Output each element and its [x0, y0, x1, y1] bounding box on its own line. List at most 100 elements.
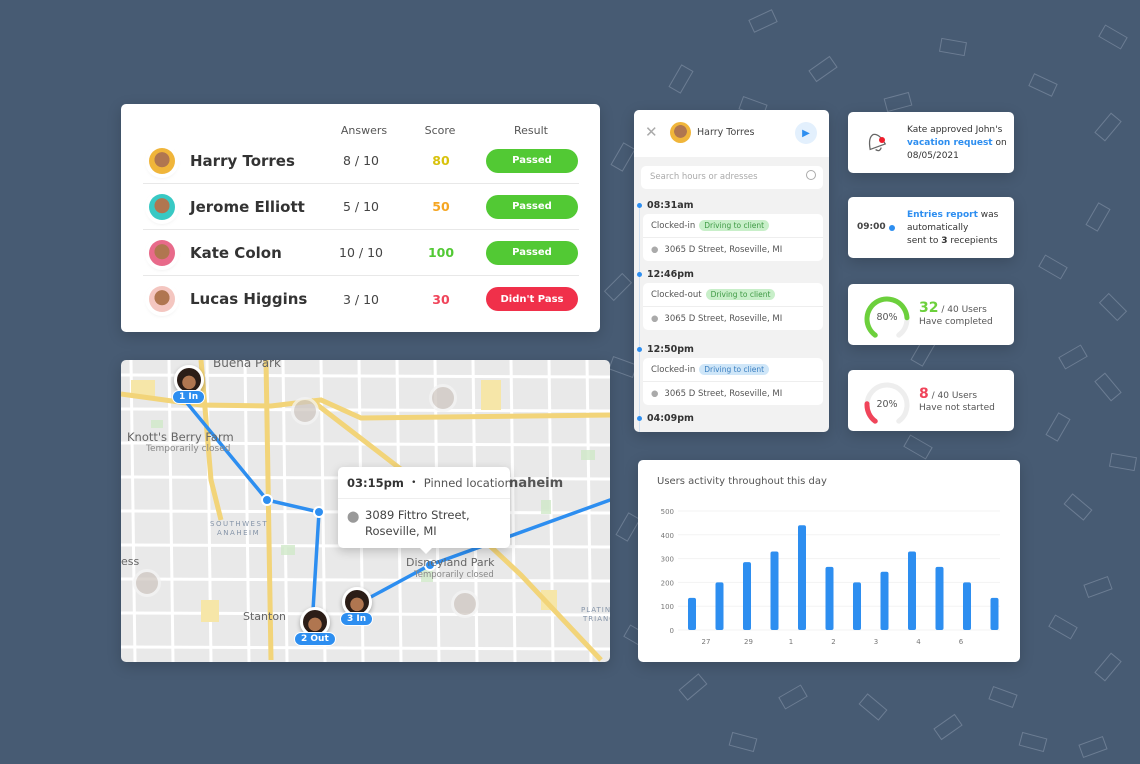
location-pin-icon: ●: [651, 313, 659, 324]
timeline-dot: [637, 416, 642, 421]
bar[interactable]: [963, 582, 971, 630]
map-label: Disneyland Park: [406, 556, 495, 569]
user-name: Harry Torres: [190, 151, 295, 170]
route-marker[interactable]: 1 In: [172, 365, 206, 404]
route-marker[interactable]: 2 Out: [294, 607, 336, 646]
decorative-shape: [1094, 652, 1122, 682]
status-dot: [889, 225, 895, 231]
route-marker[interactable]: 3 In: [340, 587, 374, 626]
header-result: Result: [514, 124, 548, 137]
timeline-entry[interactable]: Clocked-out Driving to client ● 3065 D Str…: [643, 283, 823, 330]
table-row: Kate Colon 10 / 10 100 Passed: [143, 230, 579, 276]
report-notification[interactable]: 09:00 Entries report was automatically s…: [848, 197, 1014, 258]
result-badge[interactable]: Passed: [486, 148, 578, 173]
search-input[interactable]: Search hours or adresses: [641, 166, 823, 189]
x-tick-label: 29: [744, 638, 753, 646]
user-name: Kate Colon: [190, 243, 282, 262]
decorative-shape: [938, 37, 968, 57]
entry-status: Clocked-out: [651, 289, 702, 300]
map-label: TRIANGLE: [583, 615, 610, 623]
decorative-shape: [933, 713, 963, 741]
entry-tag: Driving to client: [699, 220, 770, 231]
bar[interactable]: [798, 525, 806, 630]
avatar: [149, 193, 175, 220]
result-badge[interactable]: Passed: [486, 240, 578, 265]
user-avatar-faded[interactable]: [291, 397, 319, 425]
x-tick-label: 27: [702, 638, 711, 646]
gauge-percent: 20%: [876, 399, 898, 410]
decorative-shape: [1094, 372, 1122, 402]
completed-gauge: [864, 296, 910, 338]
bar[interactable]: [990, 597, 999, 630]
timeline-entry[interactable]: Clocked-in Driving to client ● 3065 D Stre…: [643, 358, 823, 405]
x-tick-label: 4: [916, 638, 921, 646]
entry-status: Clocked-in: [651, 364, 696, 375]
vacation-approval-notification[interactable]: Kate approved John's vacation request on…: [848, 112, 1014, 173]
map-label: SOUTHWEST: [210, 520, 269, 528]
entry-address: 3065 D Street, Roseville, MI: [664, 313, 783, 324]
notification-text: recepients: [950, 236, 998, 246]
decorative-shape: [1018, 731, 1048, 753]
y-tick-label: 100: [661, 603, 674, 611]
gauge-percent: 80%: [876, 312, 898, 323]
bar[interactable]: [715, 582, 724, 630]
map-label: Temporarily closed: [146, 444, 231, 454]
result-badge[interactable]: Didn't Pass: [486, 287, 578, 311]
result-badge[interactable]: Passed: [486, 194, 578, 219]
y-tick-label: 0: [670, 627, 674, 635]
notification-text: on: [995, 138, 1007, 148]
bar[interactable]: [935, 566, 944, 630]
bar[interactable]: [825, 566, 834, 630]
popup-address-line1: 3089 Fittro Street,: [365, 508, 470, 522]
report-time: 09:00: [857, 222, 886, 232]
decorative-shape: [1058, 344, 1088, 370]
pinned-location-popup: 03:15pm • Pinned location ⬤ 3089 Fittro …: [338, 467, 512, 554]
user-avatar-faded[interactable]: [429, 384, 457, 412]
map-label: Temporarily closed: [414, 570, 494, 580]
decorative-shape: [728, 731, 758, 753]
bar[interactable]: [688, 597, 696, 630]
timeline-dot: [637, 272, 642, 277]
entry-address: 3065 D Street, Roseville, MI: [664, 388, 783, 399]
entry-time: 12:50pm: [647, 344, 694, 355]
user-avatar-faded[interactable]: [451, 590, 479, 618]
decorative-shape: [603, 272, 633, 302]
entry-address: 3065 D Street, Roseville, MI: [664, 244, 783, 255]
entries-report-link[interactable]: Entries report: [907, 210, 978, 220]
close-icon[interactable]: ✕: [645, 123, 658, 141]
timeline-entry[interactable]: Clocked-in Driving to client ● 3065 D Stre…: [643, 214, 823, 261]
map-label: ess: [121, 555, 140, 568]
bar[interactable]: [880, 571, 889, 630]
entry-time: 04:09pm: [647, 413, 694, 424]
bar[interactable]: [770, 551, 779, 630]
play-button[interactable]: ▶: [795, 122, 817, 144]
popup-address-line2: Roseville, MI: [365, 524, 437, 538]
activity-chart: Users activity throughout this day 0 100 2…: [638, 460, 1020, 662]
bar[interactable]: [743, 562, 751, 630]
bell-icon: [868, 133, 887, 152]
decorative-shape: [903, 434, 933, 460]
decorative-shape: [858, 693, 888, 721]
bar[interactable]: [853, 582, 861, 630]
chart-title: Users activity throughout this day: [657, 476, 827, 487]
bar[interactable]: [908, 551, 916, 630]
decorative-shape: [1098, 292, 1128, 322]
results-table: Answers Score Result Harry Torres 8 / 10…: [121, 104, 600, 332]
vacation-request-link[interactable]: vacation request: [907, 138, 993, 148]
map[interactable]: Buena Park Knott's Berry Farm Temporaril…: [121, 360, 610, 662]
play-icon: ▶: [802, 127, 810, 139]
not-started-gauge: [864, 382, 910, 424]
search-icon[interactable]: [806, 170, 816, 180]
user-avatar-faded[interactable]: [133, 569, 161, 597]
decorative-shape: [610, 142, 636, 172]
not-started-stat-card: 20% 8 / 40 Users Have not started: [848, 370, 1014, 431]
y-tick-label: 500: [661, 508, 674, 516]
decorative-shape: [1038, 254, 1068, 280]
users-total: / 40 Users: [931, 391, 978, 401]
stat-label: Have completed: [919, 317, 993, 327]
avatar: [149, 286, 175, 312]
table-row: Harry Torres 8 / 10 80 Passed: [143, 138, 579, 184]
decorative-shape: [778, 684, 808, 710]
decorative-shape: [1094, 112, 1122, 142]
marker-label: 3 In: [340, 612, 374, 626]
